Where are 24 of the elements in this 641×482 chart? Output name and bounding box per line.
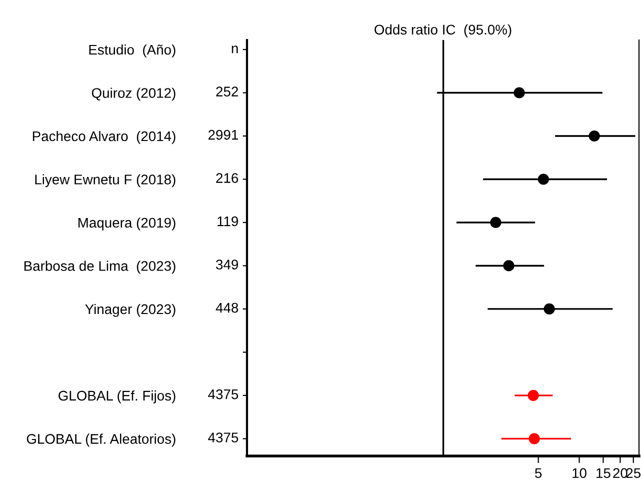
x-tick-label: 20 (613, 468, 628, 478)
x-tick-label: 15 (596, 468, 610, 478)
y-tick-label: GLOBAL (Ef. Aleatorios) (26, 434, 176, 447)
y-tick-label: Liyew Ewnetu F (2018) (35, 174, 176, 188)
text: 349 (216, 260, 238, 270)
x-tick-label: 5 (535, 468, 542, 478)
x-tick-label: 25 (626, 468, 641, 478)
text: n (232, 46, 238, 54)
y-tick-label: Barbosa de Lima (2023) (24, 260, 176, 274)
y-tick-label: Pacheco Alvaro (2014) (32, 130, 176, 144)
y-tick-label: Maquera (2019) (78, 217, 176, 230)
text: 252 (216, 86, 238, 96)
y-tick-label: Estudio (Año) (89, 44, 176, 58)
x-tick-label: 10 (572, 468, 586, 478)
y-tick-label: Quiroz (2012) (92, 88, 176, 101)
y-tick-label: GLOBAL (Ef. Fijos) (58, 390, 176, 404)
y-tick-label: Yinager (2023) (85, 304, 176, 317)
text: 4375 (208, 389, 238, 400)
text: 216 (216, 173, 238, 183)
text: 4375 (208, 432, 238, 442)
chart-title: Odds ratio IC (95.0%) (374, 24, 512, 38)
text: 2991 (208, 130, 238, 140)
text: 119 (218, 216, 238, 226)
text: 448 (216, 302, 238, 313)
